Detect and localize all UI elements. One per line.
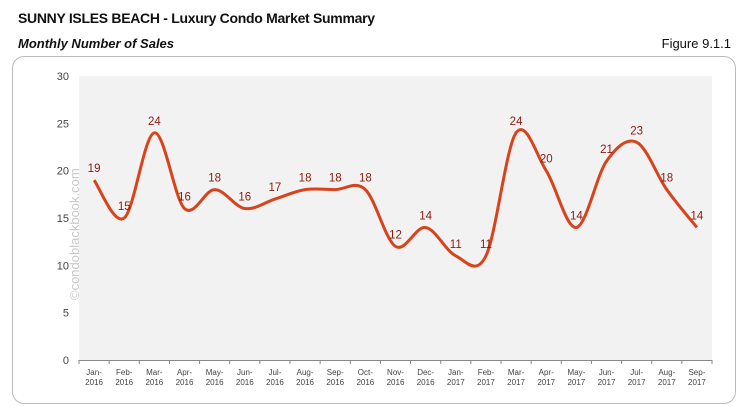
- y-tick-label: 5: [63, 308, 69, 320]
- y-tick-label: 10: [57, 260, 69, 272]
- plot-area: [79, 76, 712, 360]
- data-label: 14: [419, 210, 432, 222]
- data-label: 18: [208, 173, 221, 185]
- x-tick-label: Feb-2017: [477, 368, 495, 387]
- chart-frame: [12, 56, 736, 404]
- data-label: 16: [238, 192, 251, 204]
- series-line: [92, 128, 699, 268]
- data-label: 15: [118, 201, 131, 213]
- watermark: ©condoblackbook.com: [67, 168, 82, 300]
- data-label: 11: [480, 239, 492, 251]
- x-tick-label: Jun-2017: [598, 368, 616, 387]
- data-label: 24: [510, 116, 523, 128]
- x-tick-label: Sep-2017: [688, 368, 706, 387]
- data-label: 19: [88, 163, 101, 175]
- data-label: 18: [299, 173, 312, 185]
- data-label: 21: [600, 144, 613, 156]
- x-tick-label: Dec-2016: [417, 368, 435, 387]
- data-label: 23: [630, 125, 643, 137]
- x-tick-label: Jul-2016: [266, 368, 284, 387]
- x-tick-label: Jan-2016: [85, 368, 103, 387]
- data-label: 17: [269, 182, 282, 194]
- data-label: 11: [450, 239, 462, 251]
- x-tick-label: Nov-2016: [387, 368, 405, 387]
- y-tick-label: 15: [57, 213, 69, 225]
- data-label: 18: [329, 173, 342, 185]
- y-tick-label: 25: [57, 118, 69, 130]
- x-tick-label: May-2016: [206, 368, 224, 387]
- x-tick-label: Sep-2016: [326, 368, 344, 387]
- x-tick-label: Aug-2017: [658, 368, 676, 387]
- y-tick-label: 0: [63, 355, 69, 367]
- x-tick-label: Mar-2017: [507, 368, 525, 387]
- y-tick-label: 20: [57, 166, 69, 178]
- x-tick-label: Apr-2017: [537, 368, 555, 387]
- x-tick-label: Jul-2017: [628, 368, 646, 387]
- data-label: 24: [148, 116, 161, 128]
- data-label: 20: [540, 154, 553, 166]
- y-tick-label: 30: [57, 71, 69, 83]
- data-label: 16: [178, 192, 191, 204]
- data-label: 14: [691, 210, 704, 222]
- x-tick-label: Feb-2016: [115, 368, 133, 387]
- x-tick-label: Jan-2017: [447, 368, 465, 387]
- data-label: 18: [660, 173, 673, 185]
- x-tick-label: Aug-2016: [296, 368, 314, 387]
- chart-subtitle: Monthly Number of Sales: [18, 36, 175, 51]
- x-tick-label: Mar-2016: [145, 368, 163, 387]
- figure-number: Figure 9.1.1: [661, 36, 731, 51]
- data-label: 18: [359, 173, 372, 185]
- report-title: SUNNY ISLES BEACH - Luxury Condo Market …: [18, 10, 375, 26]
- x-tick-label: Jun-2016: [236, 368, 254, 387]
- x-tick-label: Apr-2016: [176, 368, 194, 387]
- data-label: 12: [389, 229, 402, 241]
- x-tick-label: Oct-2016: [356, 368, 374, 387]
- x-tick-label: May-2017: [567, 368, 585, 387]
- data-label: 14: [570, 210, 583, 222]
